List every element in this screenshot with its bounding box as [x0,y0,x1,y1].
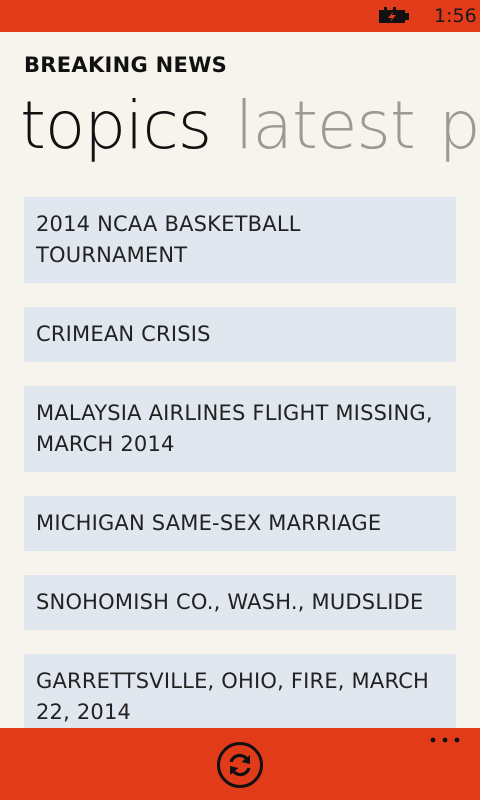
topic-item[interactable]: SNOHOMISH CO., WASH., MUDSLIDE [24,575,456,630]
topic-item[interactable]: MICHIGAN SAME-SEX MARRIAGE [24,496,456,551]
status-time: 1:56 [434,5,477,27]
app-title: BREAKING NEWS [24,53,228,77]
topic-list: 2014 NCAA BASKETBALL TOURNAMENT CRIMEAN … [24,197,456,764]
app-bar [0,728,480,800]
battery-charging-icon [379,7,409,23]
status-bar: 1:56 [0,0,480,32]
tab-topics[interactable]: topics [20,87,212,164]
pivot-header: topics latest popular [20,86,480,170]
topic-item[interactable]: GARRETTSVILLE, OHIO, FIRE, MARCH 22, 201… [24,654,456,740]
refresh-icon[interactable] [216,741,264,789]
more-ellipsis-icon[interactable] [428,732,462,748]
topic-item[interactable]: CRIMEAN CRISIS [24,307,456,362]
topic-item[interactable]: MALAYSIA AIRLINES FLIGHT MISSING, MARCH … [24,386,456,472]
tab-latest[interactable]: latest [235,87,416,164]
tab-popular[interactable]: popular [438,87,480,164]
topic-item[interactable]: 2014 NCAA BASKETBALL TOURNAMENT [24,197,456,283]
